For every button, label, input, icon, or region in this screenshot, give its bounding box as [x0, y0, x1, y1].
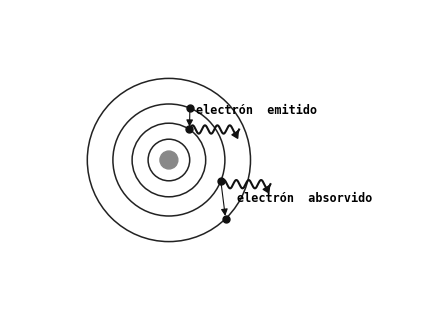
- Text: electrón  absorvido: electrón absorvido: [237, 192, 372, 205]
- Text: electrón  emitido: electrón emitido: [196, 104, 317, 117]
- Circle shape: [160, 151, 178, 169]
